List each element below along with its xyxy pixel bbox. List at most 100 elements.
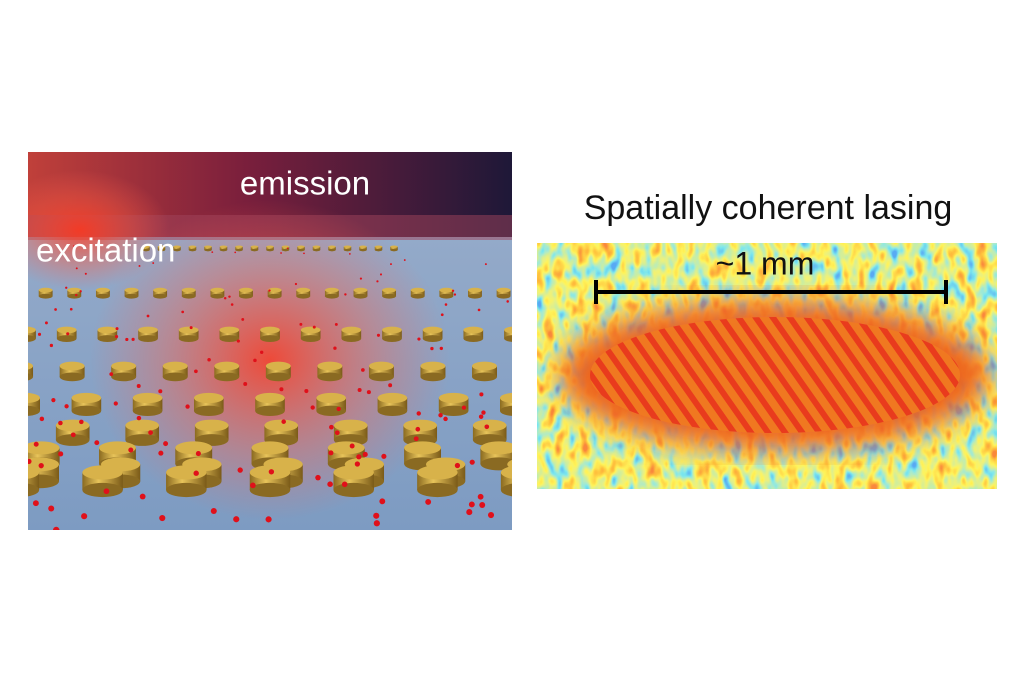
pillar-side — [297, 246, 305, 250]
pillar-top — [382, 287, 397, 293]
pillar-bottom — [297, 248, 305, 252]
pillar-top — [420, 361, 446, 371]
pillar-side — [204, 246, 212, 250]
emitter-dot — [32, 500, 39, 507]
pillar-bottom — [138, 335, 158, 342]
pillar-bottom — [267, 293, 282, 299]
pillar-bottom — [260, 335, 280, 342]
emission-label: emission — [240, 165, 370, 202]
pillar-side — [157, 246, 166, 250]
pillar-top — [468, 287, 482, 293]
pillar-side — [124, 290, 139, 297]
pillar-top — [266, 245, 274, 249]
pillar-top — [297, 245, 305, 249]
emitter-dot — [344, 293, 347, 296]
emitter-dot — [334, 430, 340, 436]
pillar-top — [281, 245, 290, 249]
emitter-dot — [189, 326, 193, 330]
pillar-top — [82, 465, 123, 480]
emitter-dot — [265, 516, 272, 523]
emitter-dot — [79, 290, 82, 293]
emitter-dot — [388, 383, 393, 388]
pillar-top — [28, 392, 40, 404]
pillar-top — [111, 361, 137, 371]
pillar-top — [324, 287, 339, 293]
pillar-side — [38, 290, 53, 297]
emitter-dot — [357, 388, 362, 393]
pillar-bottom — [417, 482, 458, 498]
pillar-top — [219, 326, 240, 334]
pillar-bottom — [67, 293, 82, 299]
pillar-top — [28, 441, 60, 455]
pillar-bottom — [312, 248, 321, 252]
emitter-dot — [328, 450, 334, 456]
pillar-bottom — [55, 434, 90, 446]
pillar-top — [500, 466, 512, 479]
pillar-bottom — [204, 248, 212, 252]
emitter-dot — [185, 404, 190, 409]
pillar-top — [28, 362, 34, 370]
pillar-side — [28, 472, 40, 490]
pillar-top — [173, 245, 181, 249]
emitter-dot — [356, 454, 362, 460]
pillar-bottom — [500, 405, 512, 416]
emitter-dot — [115, 327, 119, 331]
emitter-dot — [75, 267, 78, 270]
pillar-bottom — [142, 248, 150, 252]
pillar-bottom — [28, 474, 60, 489]
pillar-top — [219, 245, 228, 249]
emitter-dot — [461, 405, 467, 410]
pillar-bottom — [422, 335, 443, 342]
emitter-dot — [479, 392, 484, 397]
emitter-dot — [75, 293, 78, 297]
pillar-top — [142, 245, 150, 249]
emitter-dot — [236, 339, 240, 343]
pillar-bottom — [472, 372, 497, 382]
emitter-dot — [279, 387, 284, 392]
pillar-bottom — [166, 482, 207, 498]
emitter-dot — [477, 493, 484, 500]
emitter-dot — [69, 307, 73, 311]
pillar-bottom — [181, 293, 196, 299]
pillar-side — [468, 290, 482, 297]
pillar-side — [353, 290, 368, 297]
emitter-dot — [390, 263, 392, 266]
emitter-dot — [413, 436, 419, 442]
emitter-dot — [294, 282, 298, 286]
emitter-dot — [477, 308, 481, 312]
emitter-dot — [195, 451, 201, 457]
emitter-dot — [359, 277, 363, 280]
pillar-side — [138, 330, 158, 339]
pillar-side — [265, 366, 291, 377]
pillar-top — [97, 326, 118, 334]
emitter-dot — [310, 405, 315, 410]
emitter-dot — [376, 280, 379, 283]
pillar-bottom — [377, 405, 408, 417]
emitter-dot — [454, 462, 461, 469]
pillar-bottom — [249, 482, 291, 498]
pillar-top — [210, 287, 225, 293]
emitter-dot — [253, 358, 257, 363]
pillar-side — [219, 246, 228, 250]
pillar-top — [38, 287, 53, 293]
pillar-top — [260, 326, 280, 334]
emitter-dot — [194, 369, 198, 374]
pillar-top — [328, 245, 336, 249]
emitter-dot — [146, 314, 150, 318]
emitter-dot — [181, 310, 185, 314]
pillar-bottom — [266, 248, 274, 252]
emitter-dot — [211, 251, 214, 253]
emitter-dot — [237, 467, 243, 473]
emitter-dot — [250, 482, 256, 489]
pillar-bottom — [500, 483, 512, 497]
pillar-bottom — [235, 248, 243, 252]
pillar-top — [368, 361, 394, 371]
emitter-dot — [479, 502, 486, 508]
emitter-dot — [478, 414, 484, 419]
pillar-bottom — [38, 293, 53, 299]
pillar-top — [410, 287, 425, 293]
emitter-dot — [430, 346, 434, 351]
pillar-top — [422, 326, 443, 334]
pillar-side — [390, 246, 398, 250]
